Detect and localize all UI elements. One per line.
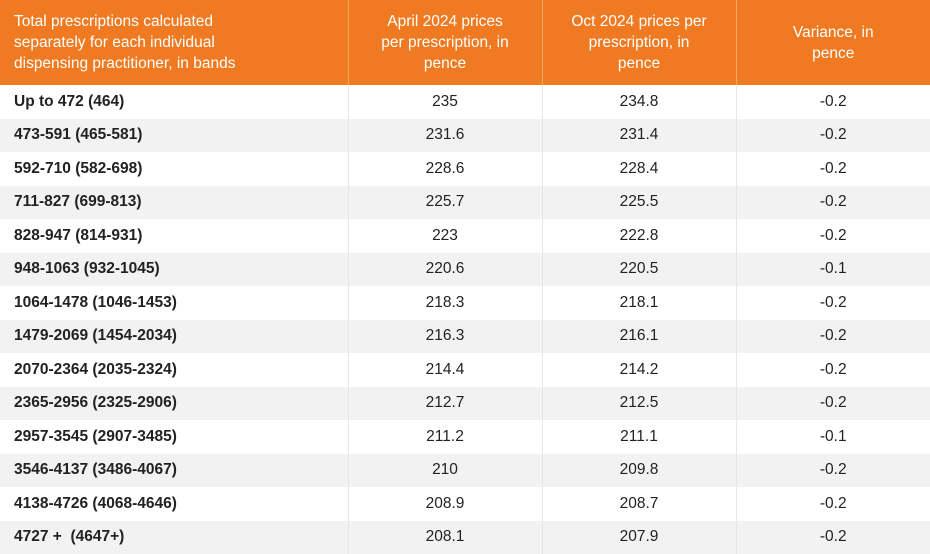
table-row: 1479-2069 (1454-2034) 216.3 216.1 -0.2 <box>0 319 930 353</box>
band-cell: 711-827 (699-813) <box>0 185 349 219</box>
oct-price-cell: 218.1 <box>542 286 737 320</box>
band-cell: 4727 + (4647+) <box>0 520 349 554</box>
variance-cell: -0.2 <box>736 185 930 219</box>
band-cell: 2957-3545 (2907-3485) <box>0 420 349 454</box>
table-row: 1064-1478 (1046-1453) 218.3 218.1 -0.2 <box>0 286 930 320</box>
april-price-cell: 220.6 <box>348 252 543 286</box>
header-prescription-bands: Total prescriptions calculated separatel… <box>0 0 349 85</box>
variance-cell: -0.2 <box>736 286 930 320</box>
band-cell: 473-591 (465-581) <box>0 118 349 152</box>
variance-cell: -0.2 <box>736 118 930 152</box>
april-price-cell: 210 <box>348 453 543 487</box>
band-cell: 3546-4137 (3486-4067) <box>0 453 349 487</box>
table-row: 711-827 (699-813) 225.7 225.5 -0.2 <box>0 185 930 219</box>
variance-cell: -0.2 <box>736 85 930 119</box>
april-price-cell: 216.3 <box>348 319 543 353</box>
oct-price-cell: 207.9 <box>542 520 737 554</box>
header-oct-2024-prices-label: Oct 2024 prices per prescription, in pen… <box>571 13 707 72</box>
april-price-cell: 208.9 <box>348 487 543 521</box>
variance-cell: -0.2 <box>736 386 930 420</box>
header-variance: Variance, in pence <box>736 0 930 85</box>
header-oct-2024-prices: Oct 2024 prices per prescription, in pen… <box>542 0 737 85</box>
oct-price-cell: 231.4 <box>542 118 737 152</box>
oct-price-cell: 220.5 <box>542 252 737 286</box>
oct-price-cell: 234.8 <box>542 85 737 119</box>
oct-price-cell: 214.2 <box>542 353 737 387</box>
table-row: 948-1063 (932-1045) 220.6 220.5 -0.1 <box>0 252 930 286</box>
header-april-2024-prices: April 2024 prices per prescription, in p… <box>348 0 543 85</box>
header-april-2024-prices-label: April 2024 prices per prescription, in p… <box>381 13 509 72</box>
table-row: 2070-2364 (2035-2324) 214.4 214.2 -0.2 <box>0 353 930 387</box>
table-row: 828-947 (814-931) 223 222.8 -0.2 <box>0 219 930 253</box>
oct-price-cell: 211.1 <box>542 420 737 454</box>
band-cell: 4138-4726 (4068-4646) <box>0 487 349 521</box>
header-variance-label: Variance, in pence <box>792 23 874 62</box>
oct-price-cell: 222.8 <box>542 219 737 253</box>
table-row: Up to 472 (464) 235 234.8 -0.2 <box>0 85 930 119</box>
band-cell: Up to 472 (464) <box>0 85 349 119</box>
variance-cell: -0.1 <box>736 252 930 286</box>
oct-price-cell: 225.5 <box>542 185 737 219</box>
april-price-cell: 235 <box>348 85 543 119</box>
header-prescription-bands-label: Total prescriptions calculated separatel… <box>14 13 236 72</box>
variance-cell: -0.2 <box>736 152 930 186</box>
table-row: 4727 + (4647+) 208.1 207.9 -0.2 <box>0 520 930 554</box>
band-cell: 592-710 (582-698) <box>0 152 349 186</box>
table-row: 2365-2956 (2325-2906) 212.7 212.5 -0.2 <box>0 386 930 420</box>
april-price-cell: 218.3 <box>348 286 543 320</box>
table-row: 4138-4726 (4068-4646) 208.9 208.7 -0.2 <box>0 487 930 521</box>
april-price-cell: 212.7 <box>348 386 543 420</box>
oct-price-cell: 212.5 <box>542 386 737 420</box>
variance-cell: -0.2 <box>736 353 930 387</box>
oct-price-cell: 228.4 <box>542 152 737 186</box>
band-cell: 2070-2364 (2035-2324) <box>0 353 349 387</box>
oct-price-cell: 208.7 <box>542 487 737 521</box>
variance-cell: -0.2 <box>736 487 930 521</box>
variance-cell: -0.2 <box>736 319 930 353</box>
variance-cell: -0.1 <box>736 420 930 454</box>
variance-cell: -0.2 <box>736 520 930 554</box>
april-price-cell: 211.2 <box>348 420 543 454</box>
oct-price-cell: 216.1 <box>542 319 737 353</box>
april-price-cell: 223 <box>348 219 543 253</box>
table-row: 473-591 (465-581) 231.6 231.4 -0.2 <box>0 118 930 152</box>
band-cell: 2365-2956 (2325-2906) <box>0 386 349 420</box>
table-row: 592-710 (582-698) 228.6 228.4 -0.2 <box>0 152 930 186</box>
band-cell: 1064-1478 (1046-1453) <box>0 286 349 320</box>
april-price-cell: 208.1 <box>348 520 543 554</box>
variance-cell: -0.2 <box>736 219 930 253</box>
table-row: 2957-3545 (2907-3485) 211.2 211.1 -0.1 <box>0 420 930 454</box>
april-price-cell: 231.6 <box>348 118 543 152</box>
april-price-cell: 225.7 <box>348 185 543 219</box>
april-price-cell: 214.4 <box>348 353 543 387</box>
variance-cell: -0.2 <box>736 453 930 487</box>
band-cell: 948-1063 (932-1045) <box>0 252 349 286</box>
table-row: 3546-4137 (3486-4067) 210 209.8 -0.2 <box>0 453 930 487</box>
band-cell: 828-947 (814-931) <box>0 219 349 253</box>
band-cell: 1479-2069 (1454-2034) <box>0 319 349 353</box>
table-header-row: Total prescriptions calculated separatel… <box>0 0 930 85</box>
oct-price-cell: 209.8 <box>542 453 737 487</box>
april-price-cell: 228.6 <box>348 152 543 186</box>
